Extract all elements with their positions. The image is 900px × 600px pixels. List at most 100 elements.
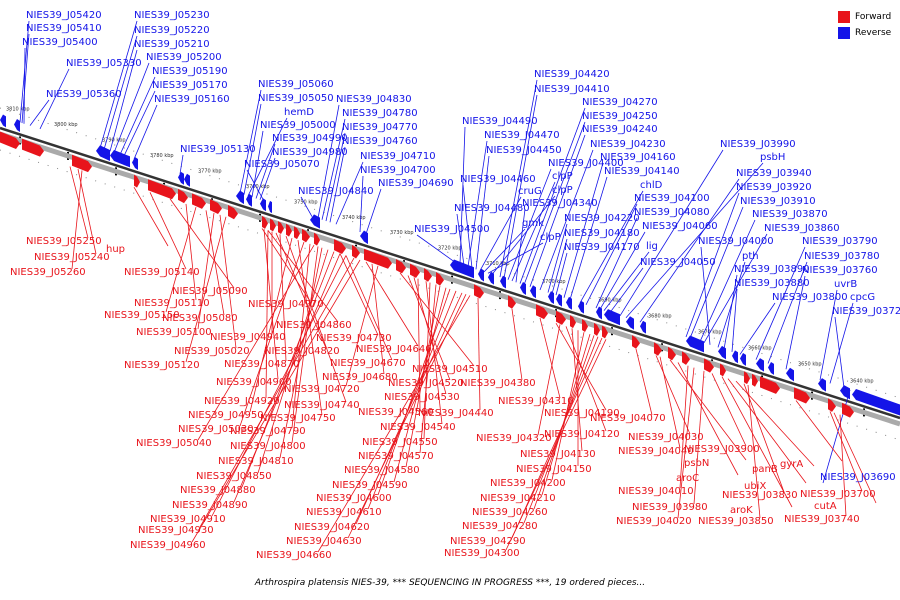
reverse-gene-label: NIES39_J03860	[764, 223, 840, 234]
forward-gene-label: NIES39_J04890	[172, 500, 248, 511]
reverse-gene-label: NIES39_J04000	[698, 236, 774, 247]
leader-line-reverse	[539, 149, 594, 291]
leader-line-forward	[829, 411, 863, 492]
leader-line-forward	[169, 198, 235, 289]
forward-gene	[364, 248, 392, 269]
leader-line-reverse	[785, 275, 806, 370]
forward-gene-label: psbN	[684, 458, 709, 469]
forward-gene-label: NIES39_J04750	[260, 413, 336, 424]
forward-gene	[270, 218, 276, 232]
leader-line-reverse	[246, 169, 265, 202]
reverse-gene-label: NIES39_J03720	[832, 306, 900, 317]
leader-line-forward	[659, 356, 681, 449]
leader-line-reverse	[499, 79, 538, 278]
reverse-gene	[500, 275, 506, 289]
reverse-gene-label: NIES39_J03890	[734, 264, 810, 275]
leader-line-forward	[743, 383, 785, 493]
forward-gene-label: NIES39_J04520	[388, 378, 464, 389]
forward-gene-label: NIES39_J05030	[178, 424, 254, 435]
leader-line-forward	[413, 277, 447, 395]
forward-gene-label: NIES39_J05080	[162, 313, 238, 324]
forward-gene-label: NIES39_J04540	[380, 422, 456, 433]
forward-gene	[668, 346, 676, 361]
forward-gene-label: aroC	[676, 473, 699, 484]
leader-line-forward	[693, 370, 705, 505]
forward-gene-label: ubiX	[744, 481, 766, 492]
forward-gene	[842, 402, 854, 418]
legend: Forward Reverse	[838, 9, 891, 41]
forward-gene-label: NIES39_J04300	[444, 548, 520, 559]
leader-line-reverse	[523, 121, 586, 285]
leader-line-forward	[205, 210, 225, 316]
forward-gene-label: NIES39_J04670	[330, 358, 406, 369]
reverse-gene-label: NIES39_J04100	[634, 193, 710, 204]
leader-line-forward	[275, 232, 327, 349]
reverse-gene	[360, 230, 368, 245]
axis-tick-label: 3750 kbp	[294, 199, 318, 205]
forward-gene-label: NIES39_J05260	[10, 267, 86, 278]
reverse-gene	[236, 190, 244, 205]
leader-line-forward	[261, 228, 311, 302]
forward-gene-label: NIES39_J04930	[138, 525, 214, 536]
forward-gene-label: NIES39_J05020	[174, 346, 250, 357]
axis-line	[0, 126, 900, 420]
reverse-gene-label: NIES39_J04170	[564, 242, 640, 253]
reverse-gene-label: NIES39_J03910	[740, 196, 816, 207]
legend-label-forward: Forward	[855, 12, 892, 22]
gene-labels: NIES39_J05420 NIES39_J05410 NIES39_J05400 N…	[10, 10, 900, 561]
leader-line-forward	[365, 261, 419, 347]
forward-gene-label: NIES39_J03900	[684, 444, 760, 455]
reverse-gene-label: cpcG	[850, 292, 875, 303]
forward-gene-label: NIES39_J04800	[230, 441, 306, 452]
forward-gene	[0, 131, 20, 149]
reverse-gene-label: NIES39_J05400	[22, 37, 98, 48]
reverse-gene	[450, 259, 474, 279]
leader-line-reverse	[255, 143, 276, 199]
reverse-gene-label: NIES39_J05160	[154, 94, 230, 105]
leader-line-forward	[721, 376, 793, 508]
reverse-gene-label: lig	[646, 241, 658, 252]
leader-line-forward	[537, 324, 561, 436]
leader-line-reverse	[21, 33, 30, 124]
axis-tick-label: 3730 kbp	[390, 230, 414, 236]
leader-line-reverse	[29, 99, 50, 126]
leader-line-forward	[297, 239, 323, 416]
reverse-gene	[14, 119, 20, 132]
axis-tick-label: 3640 kbp	[850, 378, 874, 384]
reverse-gene-label: NIES39_J03780	[804, 251, 880, 262]
leader-line-reverse	[755, 246, 806, 360]
forward-gene	[704, 358, 714, 373]
forward-gene-label: NIES39_J04310	[498, 396, 574, 407]
reverse-gene-label: NIES39_J05050	[258, 93, 334, 104]
leader-line-forward	[199, 257, 355, 528]
forward-gene-label: NIES39_J04600	[316, 493, 392, 504]
forward-gene-label: NIES39_J03740	[784, 514, 860, 525]
axis-tick-label: 3710 kbp	[486, 261, 510, 267]
leader-line-forward	[185, 216, 227, 363]
forward-gene	[682, 351, 690, 365]
leader-line-reverse	[467, 140, 488, 267]
leader-line-forward	[185, 203, 197, 301]
forward-gene	[582, 319, 588, 332]
reverse-gene-label: pth	[742, 251, 759, 262]
reverse-gene	[740, 352, 746, 366]
forward-gene-label: NIES39_J04960	[130, 540, 206, 551]
forward-gene-label: NIES39_J03850	[698, 516, 774, 527]
forward-gene-label: NIES39_J04950	[188, 410, 264, 421]
reverse-gene	[310, 214, 320, 229]
leader-line-reverse	[639, 178, 740, 323]
reverse-gene-label: chlD	[640, 180, 663, 191]
leader-line-reverse	[829, 302, 854, 384]
forward-gene-label: NIES39_J03980	[632, 502, 708, 513]
reverse-gene	[578, 300, 584, 314]
reverse-gene	[732, 350, 738, 364]
forward-gene-label: NIES39_J04620	[294, 522, 370, 533]
leader-line-reverse	[700, 246, 711, 345]
forward-gene-label: NIES39_J04970	[248, 299, 324, 310]
reverse-gene	[530, 285, 536, 299]
leader-line-forward	[377, 288, 451, 496]
reverse-gene	[268, 200, 272, 214]
reverse-gene-label: clpP	[552, 185, 573, 196]
leader-line-forward	[505, 339, 607, 551]
